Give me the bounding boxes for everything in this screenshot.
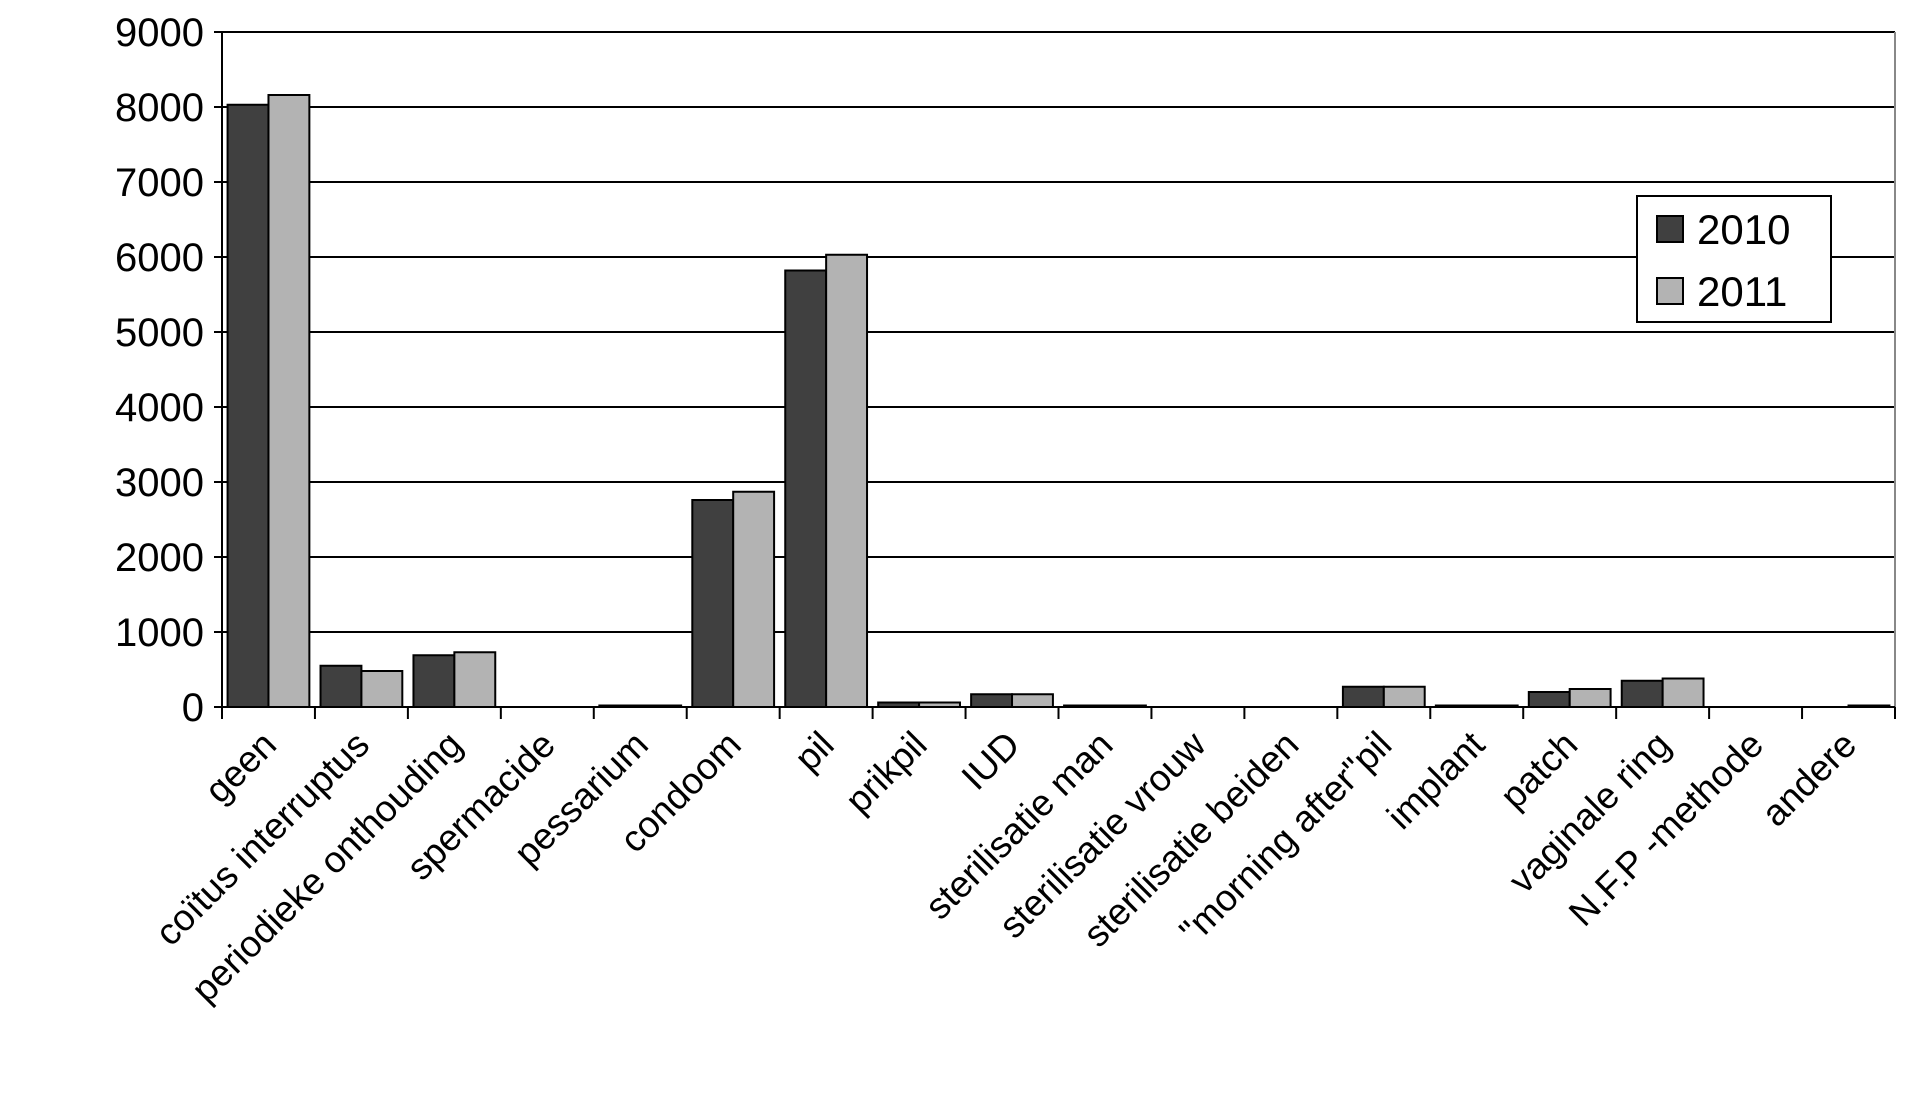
bar [1661, 677, 1705, 708]
bar [1341, 685, 1385, 708]
x-tick-label: vaginale ring [1501, 724, 1678, 901]
legend-label: 2010 [1697, 206, 1790, 253]
y-tick-label: 3000 [115, 461, 204, 505]
bar [453, 651, 497, 708]
x-tick-label: pil [787, 724, 842, 779]
bar [360, 670, 404, 708]
bar [226, 103, 270, 708]
y-tick-label: 5000 [115, 311, 204, 355]
bar [1568, 688, 1612, 708]
y-tick-label: 9000 [115, 11, 204, 55]
bar [784, 269, 828, 708]
bar [412, 654, 456, 708]
x-tick-label: prikpil [837, 724, 934, 821]
y-tick-label: 6000 [115, 236, 204, 280]
bar [825, 253, 869, 708]
bar [732, 490, 776, 708]
bar [970, 693, 1014, 708]
x-tick-label: geen [197, 724, 284, 811]
bar [319, 664, 363, 708]
bar [1382, 685, 1426, 708]
y-tick-label: 4000 [115, 386, 204, 430]
legend-label: 2011 [1697, 268, 1787, 315]
bar [1011, 693, 1054, 708]
legend-swatch [1656, 277, 1684, 305]
bar [1527, 691, 1571, 708]
y-tick-label: 0 [182, 686, 204, 730]
bar [1620, 679, 1664, 708]
bar [691, 499, 735, 708]
y-tick-label: 1000 [115, 611, 204, 655]
x-tick-label: implant [1379, 723, 1493, 837]
y-tick-label: 8000 [115, 86, 204, 130]
bar [267, 94, 311, 708]
y-tick-label: 7000 [115, 161, 204, 205]
x-tick-label: IUD [954, 724, 1028, 798]
x-tick-label: andere [1754, 724, 1864, 834]
legend-swatch [1656, 215, 1684, 243]
y-tick-label: 2000 [115, 536, 204, 580]
